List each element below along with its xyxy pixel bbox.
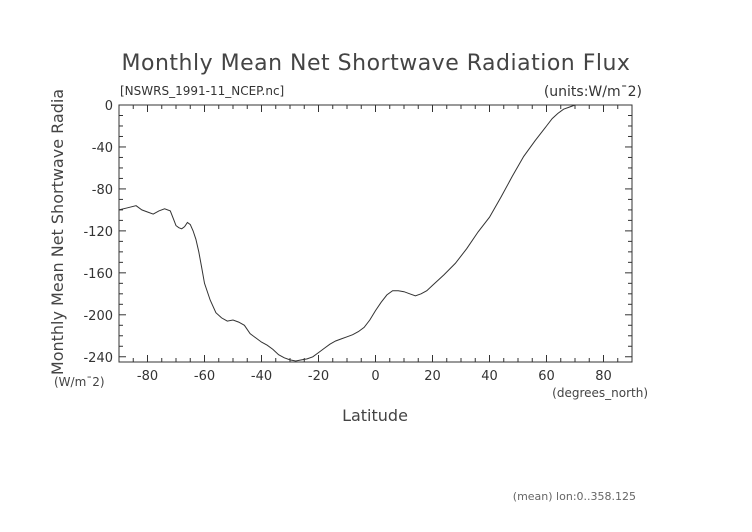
- x-axis-units: (degrees_north): [552, 386, 648, 400]
- x-tick-label: 40: [481, 369, 498, 384]
- chart-subtitle: [NSWRS_1991-11_NCEP.nc]: [120, 84, 284, 98]
- y-axis: 0 -40 -80 -120 -160 -200 -240: [83, 99, 632, 366]
- series-line: [118, 104, 632, 362]
- series-group: [118, 104, 632, 362]
- y-tick-label: -120: [83, 225, 113, 240]
- x-tick-label: -80: [137, 369, 158, 384]
- plot-area: [118, 104, 633, 363]
- x-tick-label: 0: [371, 369, 379, 384]
- chart-title: Monthly Mean Net Shortwave Radiation Flu…: [122, 51, 631, 76]
- y-tick-label: -40: [92, 141, 113, 156]
- y-tick-label: 0: [105, 99, 113, 114]
- y-tick-label: -80: [92, 183, 113, 198]
- x-tick-label: -20: [308, 369, 329, 384]
- units-label: (units:W/m¯2): [544, 84, 642, 100]
- footnote: (mean) lon:0..358.125: [513, 490, 636, 503]
- plot-frame: [118, 104, 633, 363]
- x-axis: -80 -60 -40 -20 0 20 40 60 80: [118, 105, 633, 384]
- x-tick-label: -40: [251, 369, 272, 384]
- y-axis-label: Monthly Mean Net Shortwave Radia: [48, 89, 67, 375]
- x-tick-label: 80: [595, 369, 612, 384]
- x-axis-label: Latitude: [342, 406, 408, 425]
- y-tick-label: -160: [83, 267, 113, 282]
- y-axis-units: (W/m¯2): [54, 375, 105, 389]
- x-tick-label: 60: [538, 369, 555, 384]
- x-tick-label: 20: [424, 369, 441, 384]
- x-tick-label: -60: [194, 369, 215, 384]
- y-tick-label: -240: [83, 351, 113, 366]
- y-tick-label: -200: [83, 309, 113, 324]
